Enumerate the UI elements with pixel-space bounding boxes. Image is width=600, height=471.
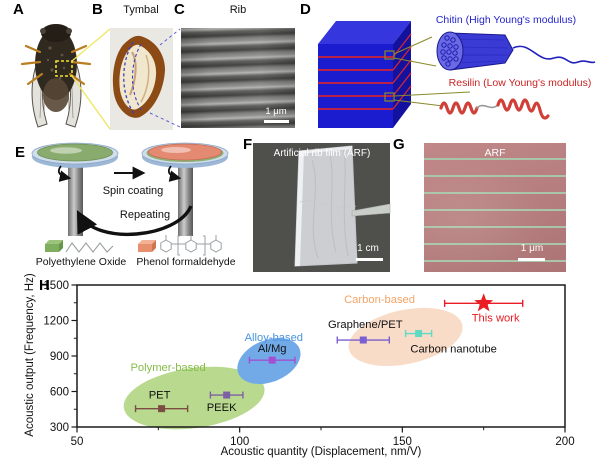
scalebar-g (518, 258, 545, 261)
resilin-layer-lines (318, 56, 393, 110)
repeating-arrow (76, 205, 193, 237)
pf-label: Phenol formaldehyde (136, 256, 236, 268)
point-label-this-work: This work (472, 312, 520, 324)
y-tick-label: 600 (50, 387, 69, 399)
chitin-resilin-stack (318, 21, 596, 128)
point-graphene-pet (359, 336, 367, 344)
panel-e-label: E (15, 144, 26, 161)
arf-photo-title: Artificial rib film (ARF) (273, 148, 371, 159)
rib-sem-image (181, 28, 295, 128)
arf-sem-image (424, 143, 566, 272)
scalebar-label-c: 1 μm (265, 106, 287, 117)
point-carbon-nanotube (415, 330, 423, 338)
chitin-chain-tail (512, 45, 596, 64)
x-axis-title: Acoustic quantity (Displacement, nm/V) (220, 446, 422, 458)
panel-h-label: H (39, 277, 50, 294)
point-peek (223, 391, 231, 399)
chitin-fiber-bundle (436, 31, 596, 71)
x-tick-label: 200 (555, 436, 574, 448)
y-tick-label: 900 (50, 351, 69, 363)
y-tick-label: 300 (50, 422, 69, 434)
y-tick-label: 1500 (43, 280, 69, 292)
cicada-photo (20, 24, 111, 130)
point-label-carbon-nanotube: Carbon nanotube (410, 344, 496, 356)
panel-g-label: G (393, 136, 405, 153)
scalebar-label-g: 1 μm (520, 243, 544, 254)
group-label-carbon-based: Carbon-based (344, 294, 415, 306)
group-region-polymer-based (123, 366, 265, 430)
callout-lines (71, 28, 111, 130)
panel-b-label: B (92, 1, 103, 18)
tweezer (351, 203, 391, 217)
chitin-label: Chitin (High Young's modulus) (435, 14, 577, 26)
panel-f-label: F (243, 136, 253, 153)
x-tick-label: 50 (71, 436, 84, 448)
point-this-work (474, 293, 494, 312)
spin-coater-left (31, 142, 119, 168)
peo-block (45, 240, 63, 252)
scatter-chart: 50 100 150 200 300 600 900 1200 1500 Polymer-base… (43, 280, 574, 448)
arf-photo (253, 143, 391, 272)
rotation-arrow-right (167, 165, 182, 182)
repeating-label: Repeating (119, 209, 171, 221)
rib-title: Rib (229, 4, 247, 16)
point-pet (158, 405, 166, 413)
group-label-polymer-based: Polymer-based (130, 362, 205, 374)
y-axis-title: Acoustic output (Frequency, Hz) (24, 273, 36, 437)
point-label-peek: PEEK (207, 402, 237, 414)
scalebar-c (264, 120, 289, 123)
scalebar-label-f: 1 cm (357, 243, 379, 254)
panel-d-label: D (300, 1, 311, 18)
x-tick-label: 100 (230, 436, 249, 448)
pf-structure (160, 235, 222, 256)
y-tick-label: 1200 (43, 316, 69, 328)
resilin-label: Resilin (Low Young's modulus) (448, 77, 592, 89)
tymbal-photo (110, 28, 181, 130)
spin-coating-illustration (31, 142, 229, 256)
dashed-callout-lines (149, 28, 181, 128)
scalebar-f (356, 258, 383, 261)
pf-block (138, 240, 156, 252)
point-label-al-mg: Al/Mg (258, 343, 287, 355)
panel-c-label: C (174, 1, 185, 18)
group-label-alloy-based: Alloy-based (245, 332, 303, 344)
point-al-mg (268, 356, 276, 364)
tymbal-title: Tymbal (123, 4, 159, 16)
rotation-arrow-left (57, 165, 72, 182)
cicada-body (35, 28, 77, 100)
point-label-graphene-pet: Graphene/PET (328, 319, 403, 331)
point-label-pet: PET (149, 390, 171, 402)
magnified-region-box (55, 60, 73, 77)
panel-a-label: A (13, 1, 24, 18)
arf-sem-title: ARF (484, 147, 506, 159)
peo-structure (65, 242, 114, 253)
x-tick-label: 150 (393, 436, 412, 448)
tymbal-rib-dashes (123, 41, 135, 115)
spin-coater-right (141, 142, 229, 168)
resilin-coil (439, 98, 550, 120)
peo-label: Polyethylene Oxide (35, 256, 127, 268)
spin-coating-label: Spin coating (102, 185, 164, 197)
